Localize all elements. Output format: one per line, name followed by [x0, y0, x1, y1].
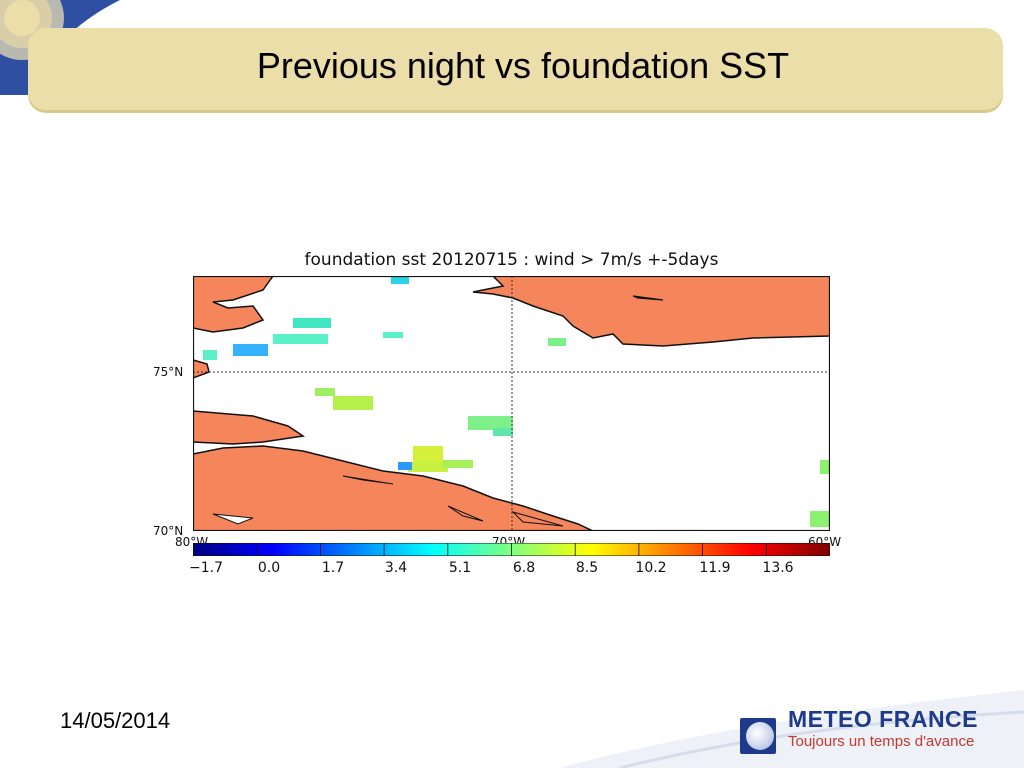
- colorbar-tick: 13.6: [762, 560, 794, 576]
- colorbar-tick: 1.7: [321, 560, 345, 576]
- colorbar-tick: 3.4: [384, 560, 408, 576]
- colorbar-tick: 6.8: [512, 560, 536, 576]
- lat-label-70n: 70°N: [153, 524, 184, 538]
- colorbar-tick: 0.0: [257, 560, 281, 576]
- slide-title: Previous night vs foundation SST: [256, 45, 790, 86]
- colorbar: [193, 543, 830, 556]
- logo-name: METEO FRANCE: [788, 706, 978, 732]
- colorbar-tick: 5.1: [448, 560, 472, 576]
- meteo-france-logo: METEO FRANCE Toujours un temps d'avance: [740, 706, 1000, 758]
- colorbar-tick: 8.5: [575, 560, 599, 576]
- land-top-right: [472, 276, 830, 347]
- sst-map: [193, 276, 830, 531]
- land-top-right-strip: [632, 295, 664, 301]
- title-band: [28, 28, 1003, 110]
- land-bottom-main: [193, 445, 594, 531]
- logo-tagline: Toujours un temps d'avance: [788, 733, 975, 750]
- land-bottom-left: [193, 410, 306, 445]
- colorbar-tick: −1.7: [189, 560, 223, 576]
- colorbar-tick: 11.9: [699, 560, 731, 576]
- footer-swoosh: [560, 690, 1024, 768]
- sst-data-patches: [203, 276, 830, 527]
- map-title: foundation sst 20120715 : wind > 7m/s +-…: [304, 250, 719, 270]
- logo-icon: [740, 718, 776, 754]
- lat-label-75n: 75°N: [153, 365, 184, 379]
- colorbar-tick: 10.2: [635, 560, 667, 576]
- footer-date: 14/05/2014: [60, 708, 171, 733]
- land-top-left: [193, 276, 274, 333]
